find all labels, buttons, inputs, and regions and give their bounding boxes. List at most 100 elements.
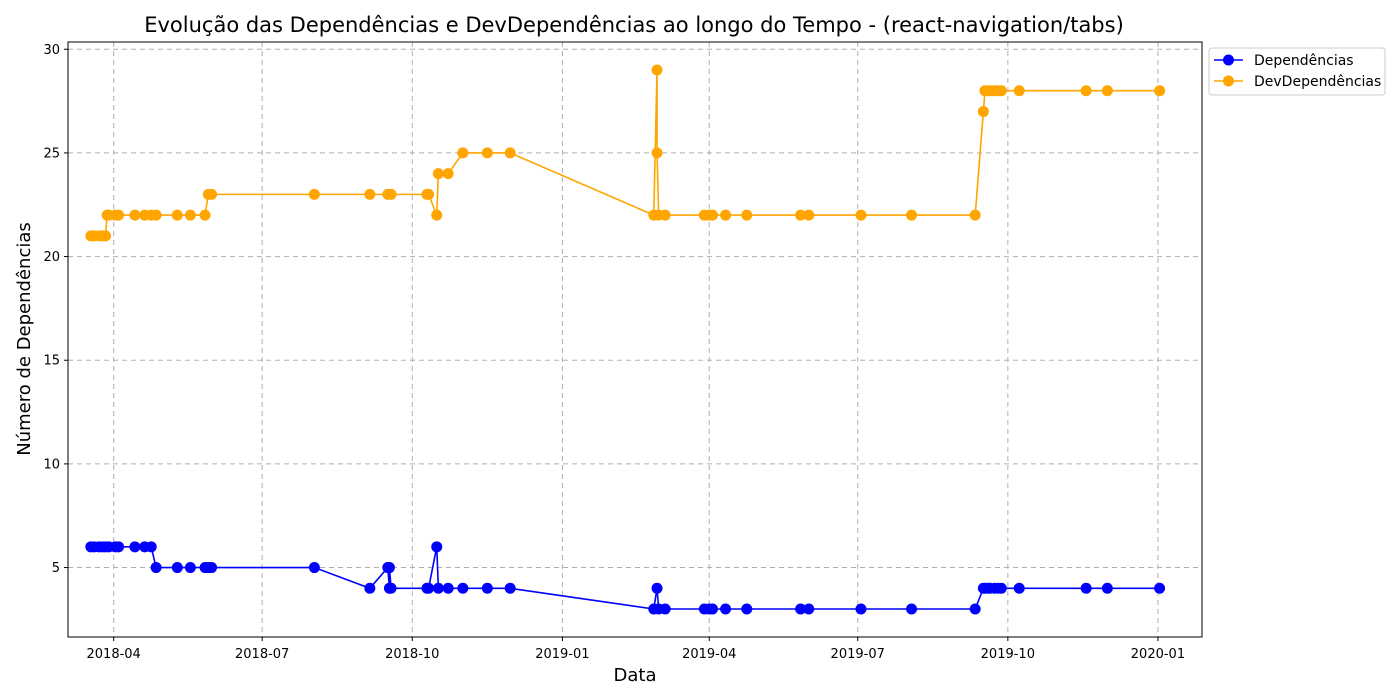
data-point [432, 168, 444, 180]
series-layer [85, 64, 1166, 615]
data-point [457, 147, 469, 159]
grid [68, 42, 1202, 637]
y-axis: 5 10 15 20 25 30 [43, 43, 68, 576]
data-point [720, 209, 732, 221]
y-axis-label: Número de Dependências [14, 222, 35, 456]
x-tick-label: 2018-04 [87, 647, 141, 662]
data-point [855, 209, 867, 221]
data-point [199, 209, 211, 221]
data-point [720, 603, 732, 615]
data-point [906, 603, 918, 615]
data-point [150, 209, 162, 221]
data-point [977, 105, 989, 117]
data-point [504, 147, 516, 159]
data-point [383, 562, 395, 574]
y-tick-label: 5 [52, 561, 60, 576]
data-point [432, 582, 444, 594]
data-point [129, 209, 141, 221]
data-point [385, 582, 397, 594]
data-point [795, 603, 807, 615]
data-point [364, 188, 376, 200]
data-point [423, 188, 435, 200]
x-tick-label: 2019-01 [535, 647, 589, 662]
data-point [1080, 582, 1092, 594]
data-point [795, 209, 807, 221]
data-point [431, 209, 443, 221]
legend-box [1208, 47, 1386, 96]
data-point [442, 168, 454, 180]
data-point [145, 541, 157, 553]
series-1 [85, 541, 1166, 615]
data-point [741, 209, 753, 221]
data-point [741, 603, 753, 615]
data-point [1013, 85, 1025, 97]
data-point [308, 188, 320, 200]
data-point [651, 147, 663, 159]
data-point [803, 209, 815, 221]
data-point [855, 603, 867, 615]
data-point [206, 188, 218, 200]
data-point [150, 562, 162, 574]
x-tick-label: 2018-10 [385, 647, 439, 662]
data-point [906, 209, 918, 221]
x-tick-label: 2020-01 [1131, 647, 1185, 662]
y-tick-label: 20 [43, 250, 60, 265]
data-point [995, 582, 1007, 594]
y-tick-label: 30 [43, 43, 60, 58]
data-point [995, 85, 1007, 97]
x-axis-label: Data [614, 665, 657, 686]
data-point [803, 603, 815, 615]
data-point [1013, 582, 1025, 594]
chart-title: Evolução das Dependências e DevDependênc… [144, 13, 1124, 37]
data-point [1101, 85, 1113, 97]
data-point [1154, 582, 1166, 594]
series-line [90, 546, 1160, 610]
data-point [206, 562, 218, 574]
plot-frame [67, 41, 1203, 638]
data-point [1080, 85, 1092, 97]
y-tick-label: 25 [43, 146, 60, 161]
data-point [442, 582, 454, 594]
data-point [659, 603, 671, 615]
data-point [364, 582, 376, 594]
legend: Dependências DevDependências [1208, 47, 1386, 96]
data-point [113, 209, 125, 221]
data-point [707, 603, 719, 615]
data-point [423, 582, 435, 594]
data-point [457, 582, 469, 594]
data-point [129, 541, 141, 553]
data-point [100, 230, 112, 242]
data-point [969, 603, 981, 615]
data-point [481, 582, 493, 594]
data-point [659, 209, 671, 221]
x-tick-label: 2019-10 [981, 647, 1035, 662]
x-axis: 2018-04 2018-07 2018-10 2019-01 2019-04 2019-… [87, 637, 1185, 662]
data-point [707, 209, 719, 221]
data-point [431, 541, 443, 553]
data-point [308, 562, 320, 574]
data-point [171, 562, 183, 574]
y-tick-label: 10 [43, 457, 60, 472]
x-tick-label: 2019-04 [682, 647, 736, 662]
y-tick-label: 15 [43, 354, 60, 369]
legend-label: DevDependências [1254, 74, 1381, 90]
data-point [969, 209, 981, 221]
data-point [1154, 85, 1166, 97]
data-point [385, 188, 397, 200]
data-point [504, 582, 516, 594]
legend-label: Dependências [1254, 53, 1354, 69]
data-point [481, 147, 493, 159]
data-point [184, 209, 196, 221]
data-point [113, 541, 125, 553]
series-2 [85, 64, 1166, 242]
x-tick-label: 2018-07 [235, 647, 289, 662]
data-point [651, 582, 663, 594]
legend-marker [1223, 54, 1234, 66]
legend-marker [1223, 75, 1234, 87]
data-point [651, 64, 663, 76]
x-tick-label: 2019-07 [831, 647, 885, 662]
data-point [171, 209, 183, 221]
data-point [1101, 582, 1113, 594]
data-point [184, 562, 196, 574]
